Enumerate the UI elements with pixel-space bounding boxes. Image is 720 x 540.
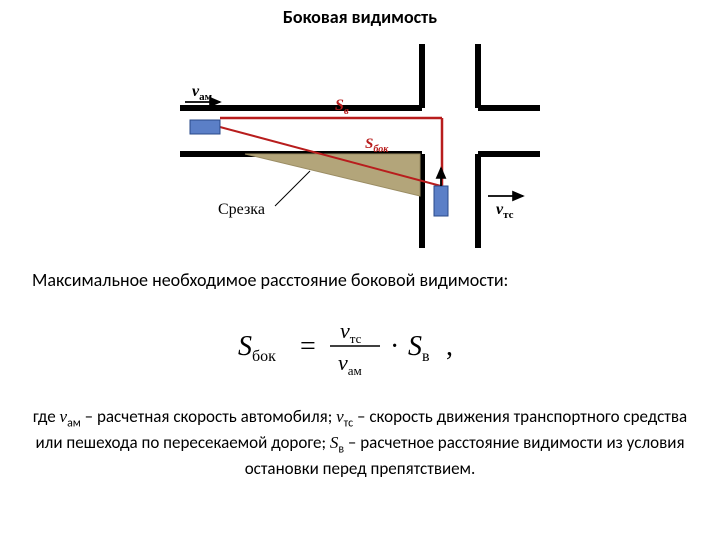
intersection-diagram: vамvтсSвSбокСрезка — [160, 36, 560, 256]
car-bottom — [434, 186, 448, 216]
svg-text:vам: vам — [338, 350, 362, 378]
svg-text:vтс: vтс — [340, 318, 362, 346]
cutoff-wedge — [245, 154, 420, 196]
car-left — [190, 120, 220, 134]
diagram: vамvтсSвSбокСрезка — [0, 36, 720, 261]
v-tc-label: vтс — [496, 201, 514, 221]
svg-text:·: · — [390, 331, 399, 362]
svg-text:Sв: Sв — [408, 331, 430, 365]
svg-text:=: = — [300, 331, 316, 362]
svg-text:,: , — [446, 331, 453, 362]
v-am-label: vам — [192, 83, 213, 103]
subtitle-text: Максимальное необходимое расстояние боко… — [32, 269, 688, 291]
caption-text: где vам – расчетная скорость автомобиля;… — [24, 406, 696, 480]
svg-text:Sбок: Sбок — [238, 331, 276, 365]
sretzka-pointer — [275, 171, 310, 206]
formula-svg: Sбок = vтс vам · Sв, — [230, 311, 490, 381]
formula: Sбок = vтс vам · Sв, — [0, 311, 720, 386]
sretzka-label: Срезка — [218, 201, 265, 218]
page-title: Боковая видимость — [0, 0, 720, 28]
s-v-label: Sв — [335, 97, 349, 117]
